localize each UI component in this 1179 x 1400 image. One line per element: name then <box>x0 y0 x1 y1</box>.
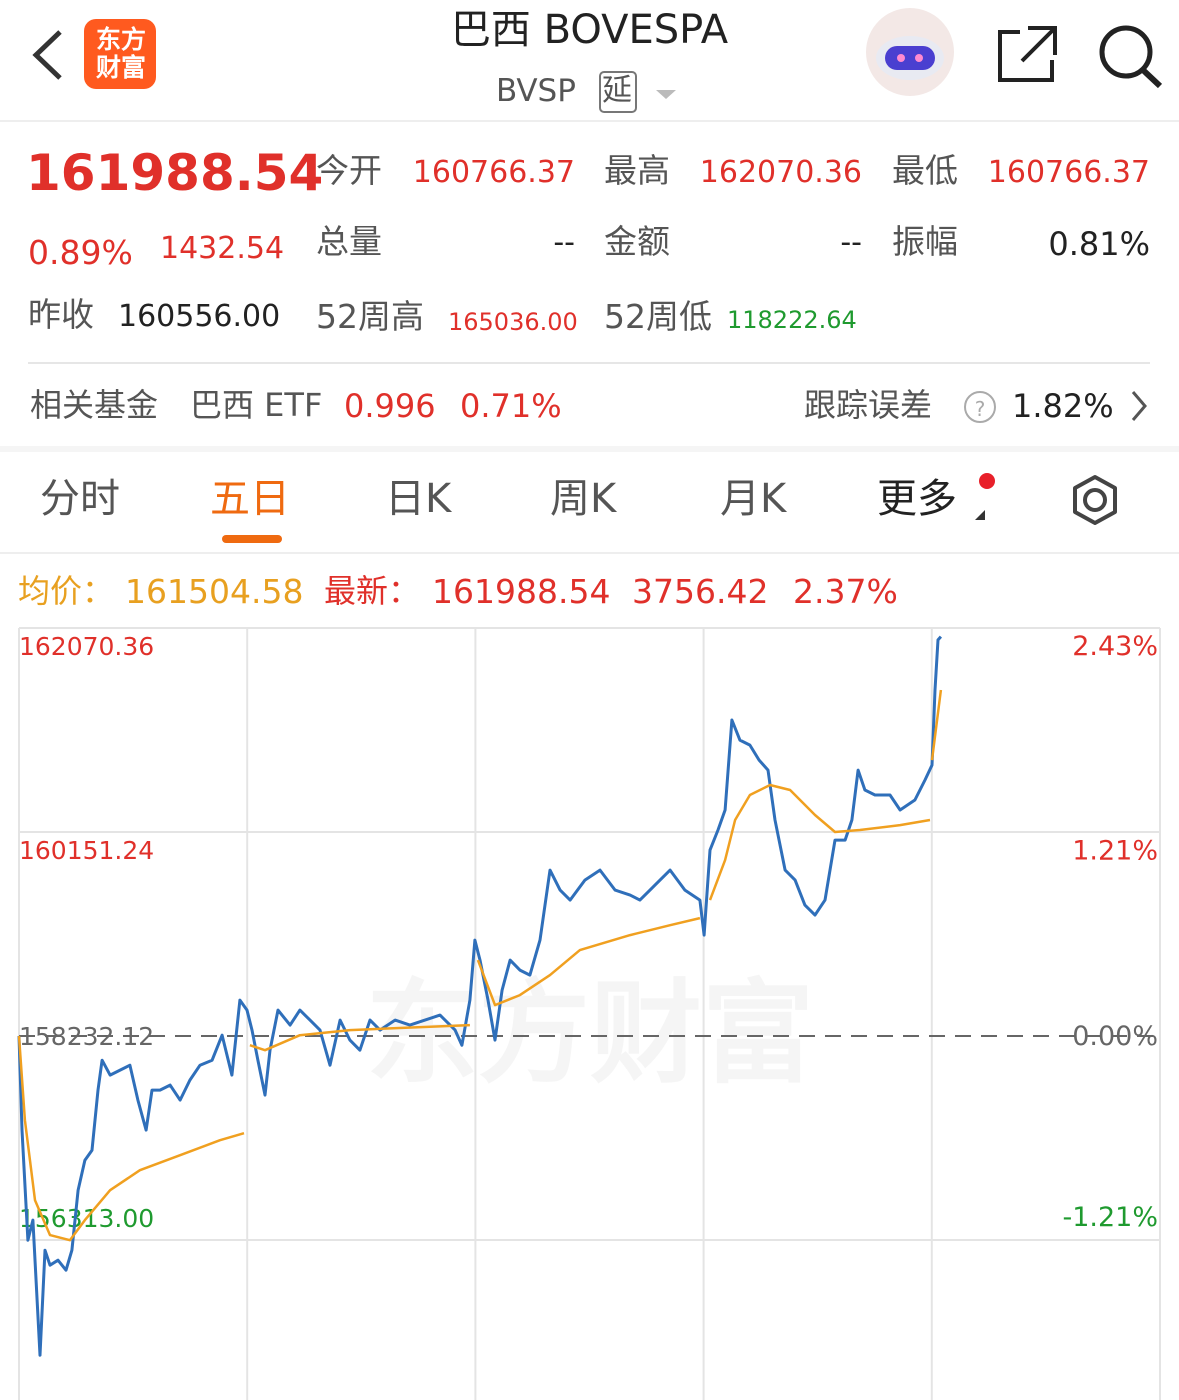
tab[interactable]: 更多 <box>877 476 957 522</box>
notice-dot <box>979 473 995 489</box>
y-tick-label: 160151.24 <box>19 836 154 865</box>
avg-value: 161504.58 <box>125 572 304 611</box>
field-value: 162070.36 <box>699 155 862 190</box>
settings-icon[interactable] <box>1073 475 1117 525</box>
series-line <box>17 689 943 1242</box>
avg-label: 均价： <box>18 572 115 610</box>
y2-tick-label: 1.21% <box>1072 836 1158 867</box>
latest-value: 161988.54 <box>432 572 611 611</box>
svg-text:?: ? <box>975 397 986 421</box>
tab[interactable]: 分时 <box>40 476 120 522</box>
logo <box>84 19 156 89</box>
logo-line: 财富 <box>96 53 147 82</box>
field-label: 最低 <box>892 151 958 190</box>
tab[interactable]: 日K <box>385 476 452 522</box>
fund-pct: 0.71% <box>460 387 562 425</box>
series-line <box>17 635 943 1357</box>
logo-line: 东方 <box>96 25 147 54</box>
tab-underline <box>222 535 282 543</box>
badge-box <box>599 71 637 113</box>
field-value: -- <box>840 225 862 260</box>
field-label: 总量 <box>316 222 382 261</box>
field-value: 160766.37 <box>412 155 575 190</box>
change: 1432.54 <box>160 231 285 266</box>
field-value: 0.81% <box>1048 225 1150 263</box>
y2-tick-label: -1.21% <box>1062 1202 1158 1233</box>
price: 161988.54 <box>26 144 324 202</box>
dropdown-icon[interactable] <box>656 90 676 99</box>
back-icon[interactable] <box>32 30 62 80</box>
tracking-value: 1.82% <box>1012 387 1114 425</box>
tab[interactable]: 周K <box>550 476 617 522</box>
tab[interactable]: 月K <box>720 476 787 522</box>
field-label: 今开 <box>316 151 382 190</box>
field-value: -- <box>553 225 575 260</box>
title: 巴西 BOVESPA <box>450 7 729 53</box>
field-label: 52周低 <box>604 297 712 336</box>
y2-tick-label: 2.43% <box>1072 631 1158 662</box>
share-icon[interactable] <box>998 26 1057 82</box>
y-tick-label: 162070.36 <box>19 632 154 661</box>
search-icon[interactable] <box>1099 25 1153 79</box>
field-label: 振幅 <box>892 222 958 261</box>
delay-badge: 延 <box>602 73 632 108</box>
field-value: 165036.00 <box>448 308 578 336</box>
tracking-label: 跟踪误差 <box>804 386 933 424</box>
fund-price: 0.996 <box>344 387 436 425</box>
field-label: 52周高 <box>316 297 424 336</box>
latest-change: 3756.42 <box>632 572 769 611</box>
field-label: 昨收 <box>28 295 94 334</box>
chevron[interactable] <box>1131 391 1147 421</box>
field-label: 最高 <box>604 151 670 190</box>
watermark: 东方财富 <box>366 969 814 1099</box>
field-value: 160556.00 <box>118 299 281 334</box>
field-value: 118222.64 <box>727 306 857 334</box>
logo-text: 东方 财富 <box>96 26 146 82</box>
subtitle: BVSP <box>496 73 576 109</box>
field-label: 金额 <box>604 222 670 261</box>
fund-name[interactable]: 巴西 ETF <box>190 386 323 424</box>
change-pct: 0.89% <box>28 233 133 272</box>
tab[interactable]: 五日 <box>210 476 290 522</box>
field-value: 160766.37 <box>987 155 1150 190</box>
latest-label: 最新： <box>324 572 421 610</box>
fund-label: 相关基金 <box>30 386 159 424</box>
latest-pct: 2.37% <box>793 572 898 611</box>
help-icon[interactable] <box>964 391 996 423</box>
